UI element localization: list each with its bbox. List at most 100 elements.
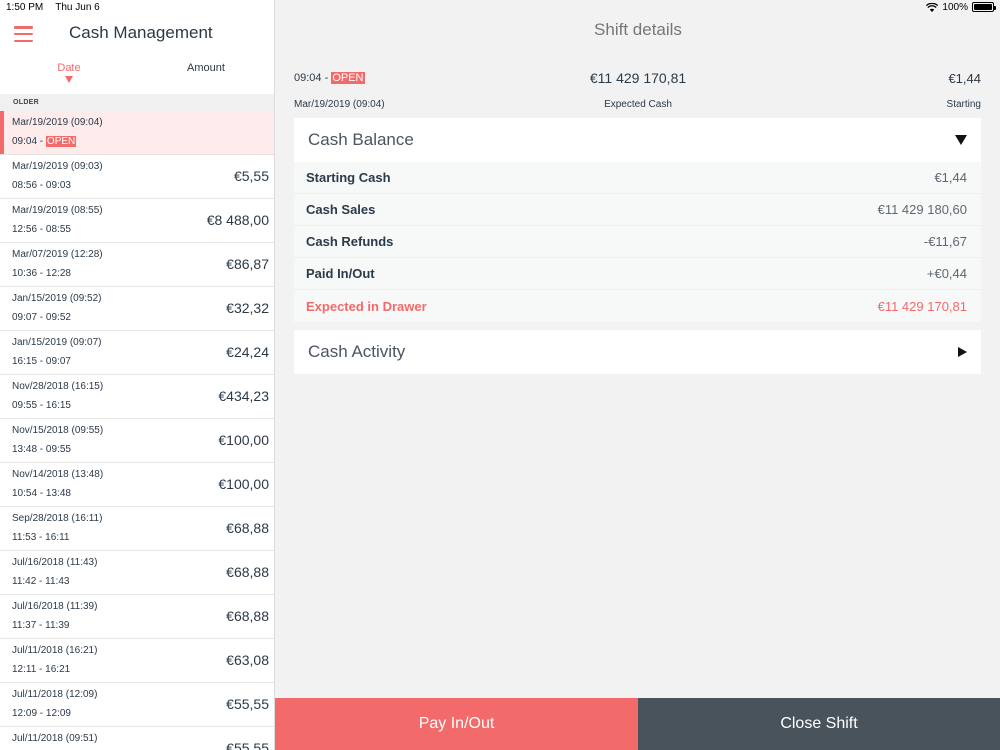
shift-list-item[interactable]: Mar/19/2019 (09:03) 08:56 - 09:03 €5,55 xyxy=(0,155,274,199)
cash-balance-header[interactable]: Cash Balance xyxy=(294,118,981,162)
expand-triangle-icon xyxy=(958,347,967,357)
shift-time-range: 13:48 - 09:55 xyxy=(12,444,71,455)
shift-summary-labels: Mar/19/2019 (09:04) Expected Cash Starti… xyxy=(294,99,982,113)
battery-percent: 100% xyxy=(942,1,968,13)
shift-date: Nov/14/2018 (13:48) xyxy=(12,469,104,480)
sort-date-label: Date xyxy=(57,62,81,74)
shift-list-item[interactable]: Mar/07/2019 (12:28) 10:36 - 12:28 €86,87 xyxy=(0,243,274,287)
shift-date: Jul/11/2018 (16:21) xyxy=(12,645,98,656)
cash-balance-row: Paid In/Out +€0,44 xyxy=(294,258,981,290)
sort-desc-icon xyxy=(65,76,73,83)
cash-balance-row: Cash Sales €11 429 180,60 xyxy=(294,194,981,226)
shift-list-item[interactable]: Sep/28/2018 (16:11) 11:53 - 16:11 €68,88 xyxy=(0,507,274,551)
shift-time-range: 08:56 - 09:03 xyxy=(12,180,71,191)
shift-amount: €68,88 xyxy=(226,608,269,624)
shift-amount: €100,00 xyxy=(218,432,269,448)
shift-list-item[interactable]: Nov/28/2018 (16:15) 09:55 - 16:15 €434,23 xyxy=(0,375,274,419)
cash-balance-row: Cash Refunds -€11,67 xyxy=(294,226,981,258)
shift-amount: €434,23 xyxy=(218,388,269,404)
section-header-older: OLDER xyxy=(0,94,274,111)
close-shift-button[interactable]: Close Shift xyxy=(638,698,1000,750)
shift-date: Mar/19/2019 (08:55) xyxy=(12,205,103,216)
sidebar-header: Cash Management xyxy=(0,14,274,54)
shift-amount: €55,55 xyxy=(226,740,269,750)
pay-in-out-button[interactable]: Pay In/Out xyxy=(275,698,638,750)
shift-amount: €86,87 xyxy=(226,256,269,272)
shift-amount: €32,32 xyxy=(226,300,269,316)
sort-by-amount-button[interactable]: Amount xyxy=(180,62,232,74)
menu-icon-bar xyxy=(14,26,33,29)
shift-date: Jan/15/2019 (09:52) xyxy=(12,293,102,304)
cash-balance-value: €1,44 xyxy=(934,170,967,185)
collapse-triangle-icon xyxy=(955,135,967,145)
shift-date: Mar/07/2019 (12:28) xyxy=(12,249,103,260)
shift-list-item[interactable]: Nov/14/2018 (13:48) 10:54 - 13:48 €100,00 xyxy=(0,463,274,507)
shift-list-item[interactable]: Jan/15/2019 (09:52) 09:07 - 09:52 €32,32 xyxy=(0,287,274,331)
cash-balance-value: €11 429 180,60 xyxy=(877,202,967,217)
cash-activity-header[interactable]: Cash Activity xyxy=(294,330,981,374)
shift-time-range: 11:37 - 11:39 xyxy=(12,620,70,631)
shift-list-item[interactable]: Jul/16/2018 (11:43) 11:42 - 11:43 €68,88 xyxy=(0,551,274,595)
summary-date: Mar/19/2019 (09:04) xyxy=(294,99,385,110)
shift-summary: 09:04 - OPEN €11 429 170,81 €1,44 xyxy=(294,70,982,88)
shift-amount: €5,55 xyxy=(233,168,269,184)
cash-activity-title: Cash Activity xyxy=(308,342,406,361)
shift-list-item[interactable]: Jan/15/2019 (09:07) 16:15 - 09:07 €24,24 xyxy=(0,331,274,375)
status-date: Thu Jun 6 xyxy=(55,1,100,13)
shift-date: Nov/28/2018 (16:15) xyxy=(12,381,104,392)
battery-icon xyxy=(972,2,996,12)
cash-balance-row: Starting Cash €1,44 xyxy=(294,162,981,194)
summary-starting-label: Starting xyxy=(946,99,981,110)
shift-amount: €24,24 xyxy=(226,344,269,360)
shift-list-item[interactable]: Jul/16/2018 (11:39) 11:37 - 11:39 €68,88 xyxy=(0,595,274,639)
shift-date: Jan/15/2019 (09:07) xyxy=(12,337,102,348)
shift-time-range: 12:56 - 08:55 xyxy=(12,224,71,235)
shift-list-item[interactable]: Mar/19/2019 (08:55) 12:56 - 08:55 €8 488,0… xyxy=(0,199,274,243)
menu-icon-bar xyxy=(14,39,33,42)
shift-time-range: 09:55 - 16:15 xyxy=(12,400,71,411)
shift-time-range: 11:42 - 11:43 xyxy=(12,576,70,587)
shift-time-range: 09:04 - OPEN xyxy=(12,136,77,147)
shift-date: Jul/11/2018 (09:51) xyxy=(12,733,98,744)
cash-activity-card: Cash Activity xyxy=(294,330,981,374)
cash-balance-label: Expected in Drawer xyxy=(306,298,427,314)
cash-balance-rows: Starting Cash €1,44 Cash Sales €11 429 180,… xyxy=(294,162,981,322)
summary-time-start: 09:04 - xyxy=(294,72,332,84)
cash-balance-label: Starting Cash xyxy=(306,170,391,185)
sidebar-title: Cash Management xyxy=(69,23,213,42)
shift-amount: €55,55 xyxy=(226,696,269,712)
shift-date: Jul/16/2018 (11:43) xyxy=(12,557,98,568)
shift-list-item[interactable]: Mar/19/2019 (09:04) 09:04 - OPEN xyxy=(0,111,274,155)
sort-bar: Date Amount xyxy=(0,58,274,94)
shift-amount: €68,88 xyxy=(226,520,269,536)
cash-balance-label: Paid In/Out xyxy=(306,266,375,281)
shift-list-item[interactable]: Jul/11/2018 (12:09) 12:09 - 12:09 €55,55 xyxy=(0,683,274,727)
cash-balance-title: Cash Balance xyxy=(308,130,414,149)
shift-amount: €63,08 xyxy=(226,652,269,668)
shift-date: Jul/11/2018 (12:09) xyxy=(12,689,98,700)
shift-time-range: 10:36 - 12:28 xyxy=(12,268,71,279)
shift-date: Nov/15/2018 (09:55) xyxy=(12,425,104,436)
shift-date: Mar/19/2019 (09:03) xyxy=(12,161,103,172)
cash-balance-card: Cash Balance Starting Cash €1,44 Cash Sale… xyxy=(294,118,981,322)
status-time: 1:50 PM xyxy=(6,1,44,13)
shift-list-item[interactable]: Jul/11/2018 (09:51) €55,55 xyxy=(0,727,274,750)
shift-time-start: 09:04 - xyxy=(12,136,46,147)
cash-balance-value: +€0,44 xyxy=(926,266,967,281)
shift-time-range: 16:15 - 09:07 xyxy=(12,356,71,367)
cash-balance-label: Cash Refunds xyxy=(306,234,394,249)
shift-list: Mar/19/2019 (09:04) 09:04 - OPEN Mar/19/20… xyxy=(0,111,274,750)
menu-icon[interactable] xyxy=(14,26,33,42)
shift-list-item[interactable]: Nov/15/2018 (09:55) 13:48 - 09:55 €100,00 xyxy=(0,419,274,463)
shift-date: Sep/28/2018 (16:11) xyxy=(12,513,103,524)
shift-list-item[interactable]: Jul/11/2018 (16:21) 12:11 - 16:21 €63,08 xyxy=(0,639,274,683)
cash-balance-value: €11 429 170,81 xyxy=(877,298,967,314)
shift-time-range: 09:07 - 09:52 xyxy=(12,312,71,323)
shift-time-range: 12:09 - 12:09 xyxy=(12,708,71,719)
page-title: Shift details xyxy=(594,20,682,39)
sort-by-date-button[interactable]: Date xyxy=(48,62,90,83)
shift-amount: €100,00 xyxy=(218,476,269,492)
wifi-icon xyxy=(926,2,939,12)
summary-time: 09:04 - OPEN xyxy=(294,72,365,84)
shift-date: Mar/19/2019 (09:04) xyxy=(12,117,103,128)
